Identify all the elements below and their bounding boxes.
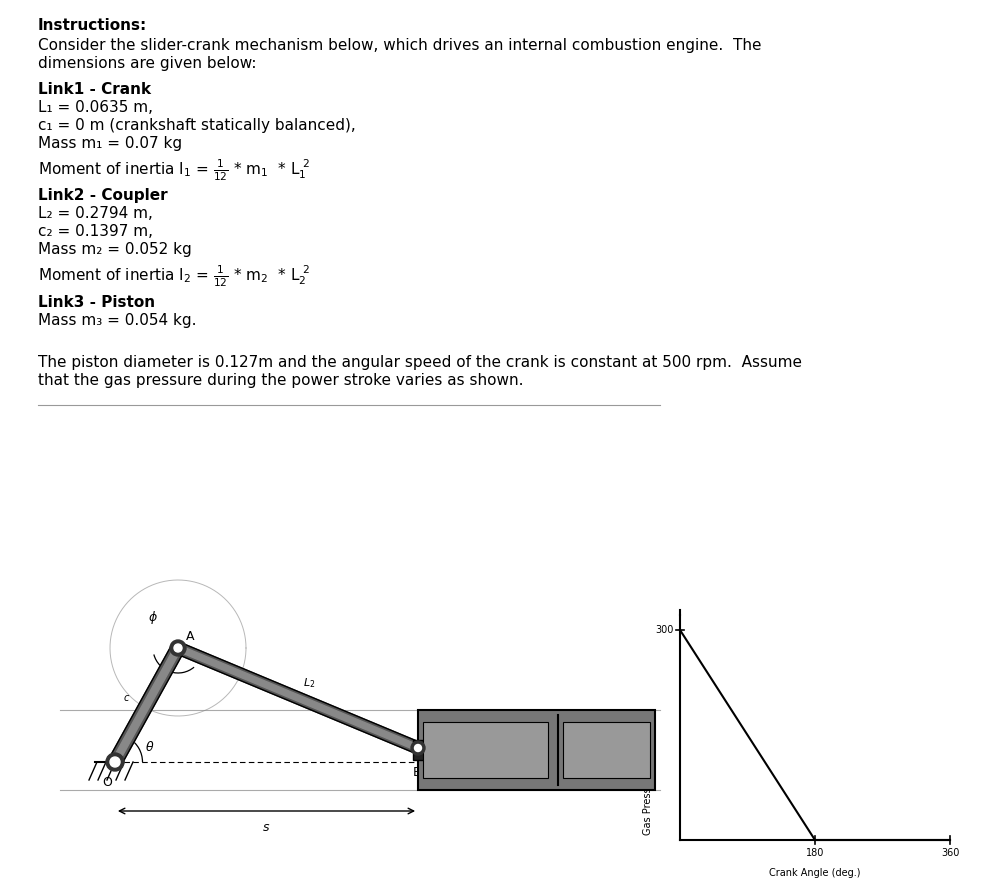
Circle shape xyxy=(110,757,120,767)
Bar xyxy=(413,740,443,760)
Text: Gas Pressure (psig): Gas Pressure (psig) xyxy=(643,740,653,835)
Text: Mass m₃ = 0.054 kg.: Mass m₃ = 0.054 kg. xyxy=(38,313,196,328)
Text: Link2 - Coupler: Link2 - Coupler xyxy=(38,188,168,203)
Text: Mass m₂ = 0.052 kg: Mass m₂ = 0.052 kg xyxy=(38,242,191,257)
Text: L₁ = 0.0635 m,: L₁ = 0.0635 m, xyxy=(38,100,153,115)
Bar xyxy=(418,710,655,790)
Text: $\phi$: $\phi$ xyxy=(148,609,158,626)
Text: Moment of inertia I$_2$ = $\frac{1}{12}$ * m$_2$  * L$_2^{\ 2}$: Moment of inertia I$_2$ = $\frac{1}{12}$… xyxy=(38,263,310,289)
Text: Link3 - Piston: Link3 - Piston xyxy=(38,295,155,310)
Text: Crank Angle (deg.): Crank Angle (deg.) xyxy=(769,868,860,878)
Circle shape xyxy=(170,640,186,656)
Text: that the gas pressure during the power stroke varies as shown.: that the gas pressure during the power s… xyxy=(38,373,524,388)
Text: L₂ = 0.2794 m,: L₂ = 0.2794 m, xyxy=(38,206,153,221)
Text: 360: 360 xyxy=(941,848,959,858)
Polygon shape xyxy=(109,645,184,766)
Circle shape xyxy=(106,753,124,771)
Text: c: c xyxy=(124,693,129,703)
Text: s: s xyxy=(263,821,270,834)
Text: O: O xyxy=(102,776,112,789)
Circle shape xyxy=(415,744,422,751)
Text: B: B xyxy=(413,766,422,779)
Text: Instructions:: Instructions: xyxy=(38,18,147,33)
Text: Link1 - Crank: Link1 - Crank xyxy=(38,82,151,97)
Text: c₂ = 0.1397 m,: c₂ = 0.1397 m, xyxy=(38,224,153,239)
Text: L$_2$: L$_2$ xyxy=(303,677,316,690)
Polygon shape xyxy=(176,642,420,753)
Bar xyxy=(563,722,650,778)
Bar xyxy=(423,722,548,778)
Text: Moment of inertia I$_1$ = $\frac{1}{12}$ * m$_1$  * L$_1^{\ 2}$: Moment of inertia I$_1$ = $\frac{1}{12}$… xyxy=(38,157,310,182)
Polygon shape xyxy=(177,645,419,751)
Circle shape xyxy=(411,741,425,755)
Text: 180: 180 xyxy=(805,848,824,858)
Text: $\theta$: $\theta$ xyxy=(145,740,154,754)
Text: A: A xyxy=(186,630,194,643)
Text: c₁ = 0 m (crankshaft statically balanced),: c₁ = 0 m (crankshaft statically balanced… xyxy=(38,118,356,133)
Text: Mass m₁ = 0.07 kg: Mass m₁ = 0.07 kg xyxy=(38,136,182,151)
Polygon shape xyxy=(112,647,181,764)
Text: dimensions are given below:: dimensions are given below: xyxy=(38,56,256,71)
Text: The piston diameter is 0.127m and the angular speed of the crank is constant at : The piston diameter is 0.127m and the an… xyxy=(38,355,802,370)
Text: Consider the slider-crank mechanism below, which drives an internal combustion e: Consider the slider-crank mechanism belo… xyxy=(38,38,761,53)
Circle shape xyxy=(174,644,182,652)
Text: 300: 300 xyxy=(655,625,674,635)
